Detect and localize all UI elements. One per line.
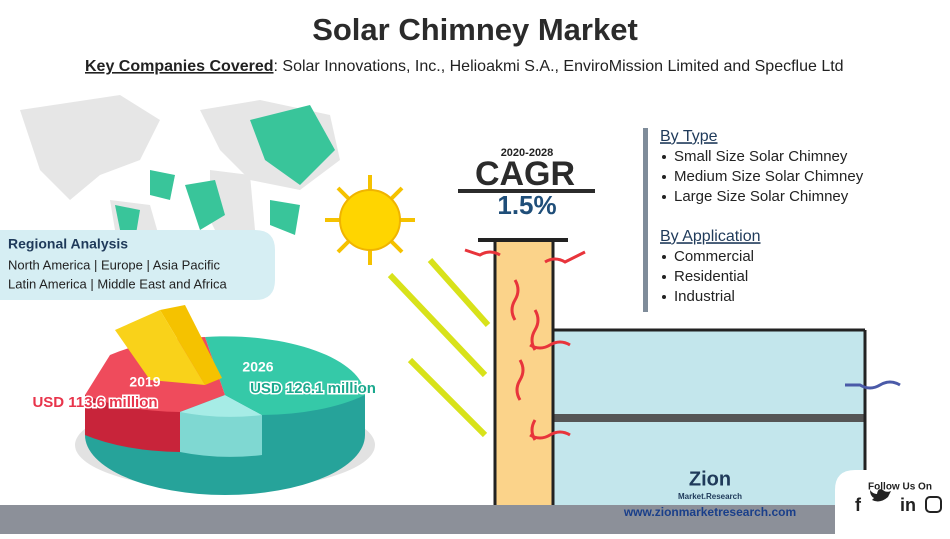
start-year: 2019 — [129, 374, 160, 390]
segment-item: Small Size Solar Chimney — [674, 148, 848, 165]
bullet — [662, 275, 666, 279]
segment-title: By Type — [660, 128, 718, 145]
twitter-icon[interactable] — [870, 489, 891, 502]
cagr-rule — [458, 189, 595, 193]
segment-item: Large Size Solar Chimney — [674, 188, 849, 205]
logo-sub: Market.Research — [678, 492, 742, 501]
sun — [325, 175, 415, 265]
logo: Zion — [689, 468, 731, 490]
segments: By Type Small Size Solar Chimney Medium Si… — [660, 128, 864, 305]
segment-item: Industrial — [674, 288, 735, 305]
regional-title: Regional Analysis — [8, 236, 128, 252]
cagr-period: 2020-2028 — [501, 147, 554, 159]
cagr-label: CAGR — [475, 155, 575, 193]
regional-line: Latin America | Middle East and Africa — [8, 276, 227, 291]
follow-box — [835, 470, 950, 534]
bullet — [662, 295, 666, 299]
footer-bar — [0, 505, 950, 534]
cagr-value: 1.5% — [497, 190, 556, 220]
bullet — [662, 175, 666, 179]
social-icons: f in — [855, 489, 942, 515]
pie-graphic — [75, 305, 375, 495]
bullet — [662, 195, 666, 199]
key-companies-label: Key Companies Covered — [85, 58, 274, 75]
segment-bar — [643, 128, 648, 312]
bullet — [662, 255, 666, 259]
bullet — [662, 155, 666, 159]
segment-title: By Application — [660, 228, 761, 245]
follow-label: Follow Us On — [868, 482, 932, 493]
start-value: USD 113.6 million — [32, 394, 157, 411]
sun-rays — [387, 258, 491, 438]
segment-item: Medium Size Solar Chimney — [674, 168, 864, 185]
facebook-icon[interactable]: f — [855, 495, 862, 515]
segment-item: Commercial — [674, 248, 754, 265]
key-companies-text: : Solar Innovations, Inc., Helioakmi S.A… — [274, 58, 844, 75]
instagram-icon[interactable] — [925, 496, 942, 513]
heat-arrows — [464, 248, 586, 441]
segment-item: Residential — [674, 268, 748, 285]
website: www.zionmarketresearch.com — [623, 505, 796, 519]
regional-box — [0, 230, 275, 300]
end-value: USD 126.1 million — [250, 380, 376, 397]
end-year: 2026 — [242, 359, 273, 375]
regional-line: North America | Europe | Asia Pacific — [8, 257, 220, 272]
chimney — [493, 238, 555, 512]
linkedin-icon[interactable]: in — [900, 495, 916, 515]
title: Solar Chimney Market — [312, 12, 638, 47]
key-companies: Key Companies Covered: Solar Innovations… — [85, 58, 844, 75]
